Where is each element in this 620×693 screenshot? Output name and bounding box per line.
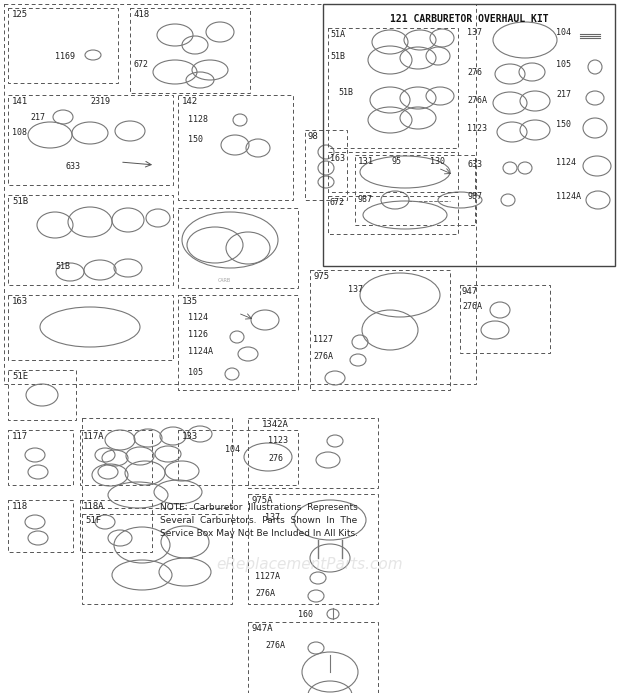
Text: 1169: 1169 (55, 52, 75, 61)
Text: 1126: 1126 (188, 330, 208, 339)
Text: 51B: 51B (12, 197, 28, 206)
Text: 276A: 276A (313, 352, 333, 361)
Text: 51A: 51A (330, 30, 345, 39)
Text: 1127A: 1127A (255, 572, 280, 581)
Text: 117: 117 (12, 432, 28, 441)
Text: 98: 98 (308, 132, 319, 141)
Bar (8, 430, 73, 485)
Text: 104: 104 (556, 28, 571, 37)
Text: 1124A: 1124A (188, 347, 213, 356)
Text: 276A: 276A (265, 641, 285, 650)
Text: 947: 947 (462, 287, 478, 296)
Text: 131: 131 (358, 157, 374, 166)
Text: 1124: 1124 (188, 313, 208, 322)
Bar (130, 8, 250, 93)
Text: 276: 276 (467, 68, 482, 77)
Bar (460, 285, 550, 353)
Text: 1123: 1123 (268, 436, 288, 445)
Text: 1342A: 1342A (262, 420, 289, 429)
Bar (82, 418, 232, 508)
Text: 51F: 51F (85, 516, 101, 525)
Bar (248, 622, 378, 693)
Bar (355, 155, 475, 225)
Text: 108: 108 (12, 128, 27, 137)
Text: 105: 105 (188, 368, 203, 377)
Text: 118: 118 (12, 502, 28, 511)
Text: 975A: 975A (252, 496, 273, 505)
Text: 633: 633 (65, 162, 80, 171)
Text: 2319: 2319 (90, 97, 110, 106)
Bar (4, 4, 476, 384)
Bar (305, 130, 347, 200)
Text: 163: 163 (12, 297, 28, 306)
Text: 117A: 117A (83, 432, 105, 441)
Text: 672: 672 (134, 60, 149, 69)
Text: 51B: 51B (338, 88, 353, 97)
Bar (8, 8, 118, 83)
Bar (328, 28, 458, 148)
Text: 130: 130 (430, 157, 445, 166)
Text: 672: 672 (330, 198, 345, 207)
Text: 418: 418 (134, 10, 150, 19)
Bar (80, 500, 152, 552)
Text: 276A: 276A (467, 96, 487, 105)
Text: 160: 160 (298, 610, 313, 619)
Bar (80, 430, 152, 485)
Text: 1124: 1124 (556, 158, 576, 167)
Text: 95: 95 (392, 157, 402, 166)
Bar (82, 514, 232, 604)
Text: 118A: 118A (83, 502, 105, 511)
Text: 51B: 51B (55, 262, 70, 271)
Text: eReplacementParts.com: eReplacementParts.com (216, 557, 404, 572)
Text: 975: 975 (313, 272, 329, 281)
Text: 276A: 276A (255, 589, 275, 598)
Text: 121 CARBURETOR OVERHAUL KIT: 121 CARBURETOR OVERHAUL KIT (390, 14, 548, 24)
Bar (8, 370, 76, 420)
Text: 1123: 1123 (467, 124, 487, 133)
Text: 141: 141 (12, 97, 28, 106)
Text: 633: 633 (467, 160, 482, 169)
Text: 150: 150 (556, 120, 571, 129)
Text: 137: 137 (467, 28, 482, 37)
Bar (310, 270, 450, 390)
Text: 137: 137 (348, 285, 363, 294)
Text: 1124A: 1124A (556, 192, 581, 201)
Text: 51B: 51B (330, 52, 345, 61)
Text: 142: 142 (182, 97, 198, 106)
Text: 137: 137 (265, 513, 280, 522)
Text: 987: 987 (467, 192, 482, 201)
Text: 104: 104 (225, 445, 240, 454)
Text: 276: 276 (268, 454, 283, 463)
Text: 217: 217 (556, 90, 571, 99)
Bar (178, 208, 298, 288)
Text: CARB: CARB (218, 278, 231, 283)
Text: 947A: 947A (252, 624, 273, 633)
Bar (248, 418, 378, 488)
Text: 217: 217 (30, 113, 45, 122)
Text: 105: 105 (556, 60, 571, 69)
Bar (8, 95, 173, 185)
Text: 276A: 276A (462, 302, 482, 311)
Bar (328, 196, 458, 234)
Bar (178, 95, 293, 200)
Bar (8, 295, 173, 360)
Text: 51E: 51E (12, 372, 28, 381)
Bar (248, 494, 378, 604)
Text: 163: 163 (330, 154, 345, 163)
Bar (328, 152, 458, 192)
Text: 135: 135 (182, 297, 198, 306)
Text: NOTE:  Carburetor  Illustrations  Represents
Several  Carburetors.  Parts  Shown: NOTE: Carburetor Illustrations Represent… (160, 503, 358, 538)
Bar (8, 195, 173, 285)
Text: 1127: 1127 (313, 335, 333, 344)
Bar (323, 4, 615, 266)
Text: 1128: 1128 (188, 115, 208, 124)
Text: 987: 987 (358, 195, 373, 204)
Text: 125: 125 (12, 10, 28, 19)
Text: 133: 133 (182, 432, 198, 441)
Bar (178, 295, 298, 390)
Bar (8, 500, 73, 552)
Text: 150: 150 (188, 135, 203, 144)
Bar (178, 430, 298, 485)
